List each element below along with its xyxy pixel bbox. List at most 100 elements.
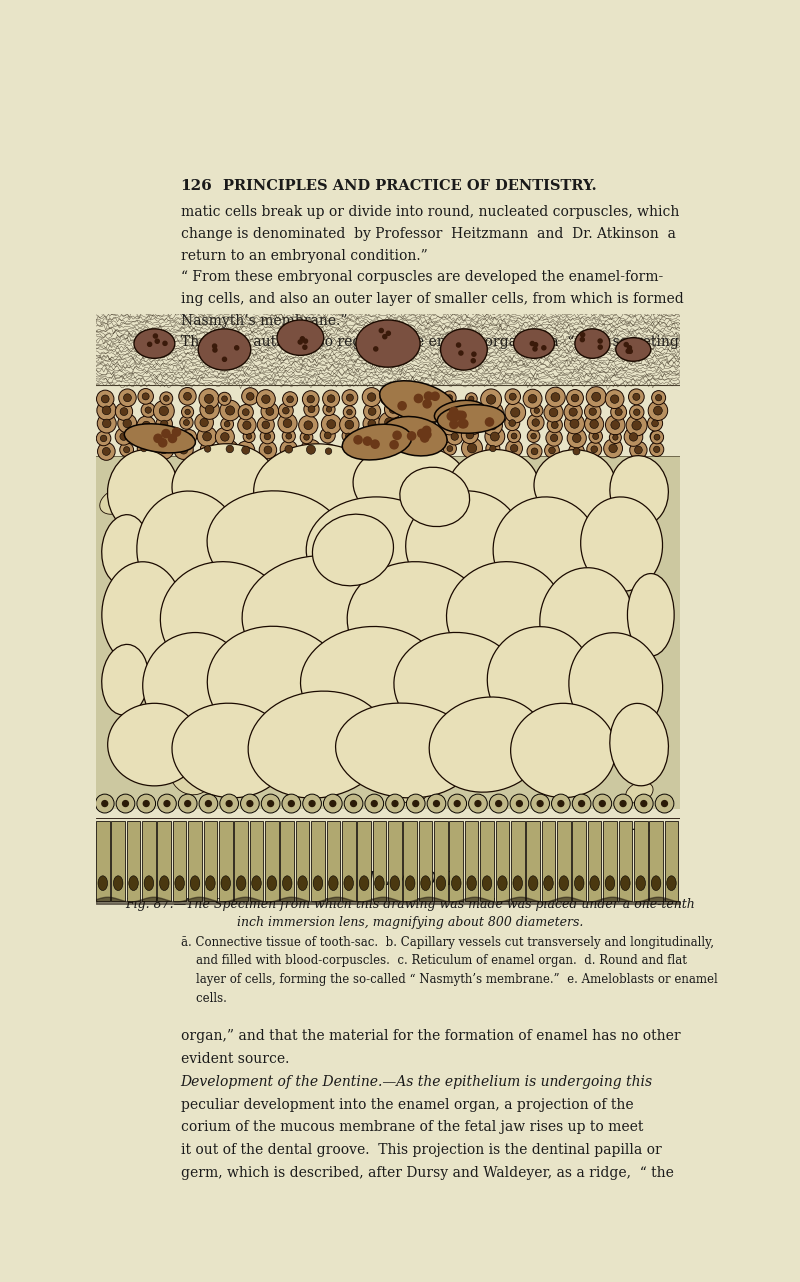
Circle shape	[340, 415, 359, 435]
Bar	[173, 822, 186, 901]
Circle shape	[531, 447, 538, 455]
Circle shape	[242, 446, 250, 454]
Circle shape	[630, 441, 647, 459]
Circle shape	[350, 800, 357, 806]
Bar	[219, 822, 233, 901]
Circle shape	[345, 420, 354, 429]
Circle shape	[159, 445, 168, 454]
Circle shape	[367, 445, 375, 454]
Circle shape	[422, 427, 430, 435]
Ellipse shape	[610, 704, 669, 786]
Ellipse shape	[102, 562, 184, 668]
Circle shape	[327, 419, 336, 428]
Circle shape	[242, 387, 258, 405]
Circle shape	[247, 800, 253, 806]
Ellipse shape	[222, 736, 260, 758]
Circle shape	[200, 400, 219, 419]
Ellipse shape	[534, 450, 616, 520]
Text: ing cells, and also an outer layer of smaller cells, from which is formed: ing cells, and also an outer layer of sm…	[181, 292, 683, 306]
Circle shape	[300, 431, 313, 444]
Circle shape	[457, 344, 461, 347]
Circle shape	[259, 441, 277, 459]
Circle shape	[304, 420, 313, 429]
Circle shape	[226, 800, 232, 806]
Circle shape	[571, 394, 579, 401]
Ellipse shape	[129, 876, 138, 891]
Circle shape	[246, 392, 254, 400]
Circle shape	[609, 444, 618, 453]
Circle shape	[592, 392, 601, 401]
Circle shape	[278, 403, 294, 418]
Ellipse shape	[236, 876, 246, 891]
Ellipse shape	[610, 455, 668, 527]
Ellipse shape	[206, 876, 215, 891]
Circle shape	[530, 404, 543, 417]
Circle shape	[382, 335, 387, 338]
Circle shape	[392, 800, 398, 806]
Circle shape	[427, 447, 434, 454]
Circle shape	[534, 408, 539, 413]
Circle shape	[447, 412, 455, 420]
Circle shape	[505, 388, 521, 405]
Circle shape	[530, 341, 534, 346]
Bar	[96, 822, 110, 901]
Circle shape	[156, 415, 173, 432]
Circle shape	[426, 422, 432, 428]
Circle shape	[141, 403, 155, 417]
Text: J.L.W. Del: J.L.W. Del	[366, 872, 454, 890]
Circle shape	[363, 415, 381, 433]
Circle shape	[606, 415, 625, 435]
Circle shape	[100, 435, 107, 442]
Ellipse shape	[238, 478, 263, 509]
Circle shape	[163, 341, 167, 345]
Circle shape	[142, 435, 148, 440]
Circle shape	[490, 432, 499, 441]
Circle shape	[549, 447, 555, 454]
Ellipse shape	[100, 487, 134, 514]
Ellipse shape	[569, 633, 662, 738]
Circle shape	[569, 444, 584, 459]
Circle shape	[283, 419, 292, 428]
Ellipse shape	[392, 604, 435, 650]
Circle shape	[327, 395, 335, 403]
Circle shape	[455, 412, 463, 419]
Bar	[358, 822, 371, 901]
Circle shape	[485, 427, 505, 446]
Circle shape	[530, 433, 537, 438]
Circle shape	[303, 345, 307, 349]
Ellipse shape	[528, 876, 538, 891]
Circle shape	[238, 415, 256, 435]
Circle shape	[362, 440, 381, 459]
Circle shape	[262, 395, 270, 404]
Ellipse shape	[267, 876, 277, 891]
Circle shape	[97, 400, 116, 420]
Ellipse shape	[356, 320, 420, 367]
Circle shape	[282, 429, 295, 442]
Circle shape	[120, 433, 127, 441]
Circle shape	[565, 414, 585, 433]
Circle shape	[453, 412, 461, 420]
Bar	[634, 822, 647, 901]
Circle shape	[510, 445, 518, 453]
Ellipse shape	[102, 645, 149, 715]
Circle shape	[206, 405, 214, 414]
Ellipse shape	[434, 400, 486, 426]
Ellipse shape	[282, 876, 292, 891]
Ellipse shape	[347, 562, 487, 679]
Circle shape	[380, 388, 396, 405]
Circle shape	[511, 433, 517, 438]
Bar	[96, 455, 680, 809]
Bar	[296, 822, 310, 901]
Circle shape	[611, 420, 620, 429]
Ellipse shape	[122, 554, 147, 600]
Circle shape	[182, 429, 197, 445]
Circle shape	[634, 446, 642, 454]
Text: The same author also regards  the enamel organ as a  “ true secreting: The same author also regards the enamel …	[181, 336, 678, 350]
Text: ā. Connective tissue of tooth-sac.  b. Capillary vessels cut transversely and lo: ā. Connective tissue of tooth-sac. b. Ca…	[181, 936, 714, 949]
Ellipse shape	[169, 744, 215, 795]
Circle shape	[385, 433, 393, 442]
Text: change is denominated  by Professor  Heitzmann  and  Dr. Atkinson  a: change is denominated by Professor Heitz…	[181, 227, 675, 241]
Circle shape	[226, 406, 234, 415]
Circle shape	[647, 415, 662, 431]
Ellipse shape	[399, 650, 430, 696]
